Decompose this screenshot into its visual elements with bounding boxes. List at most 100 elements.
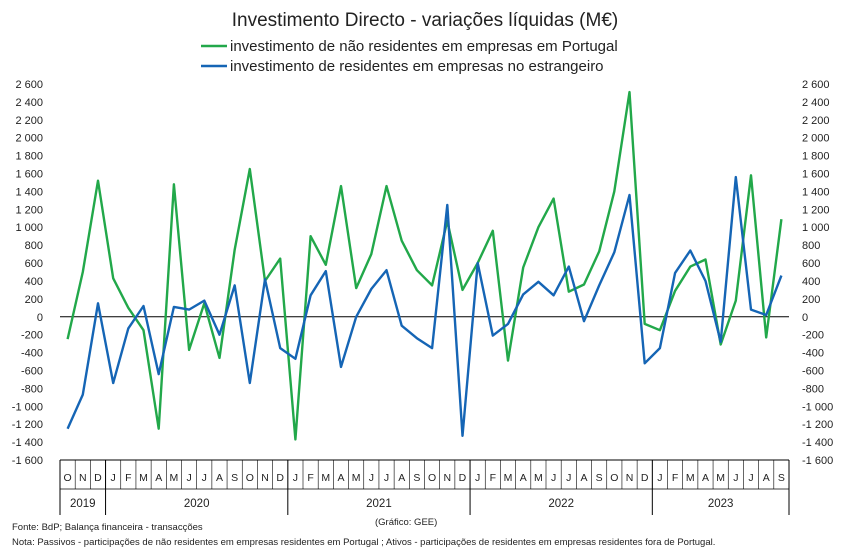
x-tick-label: N xyxy=(443,472,451,484)
x-tick-label: S xyxy=(413,472,420,484)
x-tick-label: M xyxy=(321,472,330,484)
y-tick-label-right: -600 xyxy=(802,365,824,377)
y-tick-label-right: 2 600 xyxy=(802,79,830,91)
x-tick-label: O xyxy=(428,472,436,484)
y-tick-label-right: 200 xyxy=(802,294,820,306)
y-tick-label-left: -1 000 xyxy=(12,401,43,413)
x-tick-label: S xyxy=(778,472,785,484)
x-tick-label: M xyxy=(716,472,725,484)
x-tick-label: S xyxy=(596,472,603,484)
y-tick-label-left: -800 xyxy=(21,383,43,395)
x-tick-label: N xyxy=(79,472,87,484)
y-tick-label-left: -400 xyxy=(21,348,43,360)
x-tick-label: O xyxy=(610,472,618,484)
x-tick-label: D xyxy=(459,472,467,484)
x-year-label: 2020 xyxy=(184,498,210,510)
x-tick-label: A xyxy=(337,472,344,484)
y-tick-label-left: -1 200 xyxy=(12,419,43,431)
right-y-axis-ticks: 2 600 2 400 2 200 2 000 1 800 1 600 1 400 1 200… xyxy=(802,79,833,467)
x-tick-label: A xyxy=(398,472,405,484)
y-tick-label-right: 1 400 xyxy=(802,186,830,198)
y-tick-label-right: 2 200 xyxy=(802,115,830,127)
y-tick-label-left: 1 200 xyxy=(15,204,43,216)
x-tick-label: A xyxy=(520,472,527,484)
x-tick-label: J xyxy=(551,472,556,484)
y-tick-label-right: 800 xyxy=(802,240,820,252)
y-tick-label-left: 2 000 xyxy=(15,133,43,145)
series-line-2 xyxy=(66,175,783,437)
x-tick-label: M xyxy=(170,472,179,484)
x-tick-label: N xyxy=(626,472,634,484)
x-tick-label: S xyxy=(231,472,238,484)
y-tick-label-right: 600 xyxy=(802,258,820,270)
y-tick-label-right: 2 400 xyxy=(802,97,830,109)
x-year-label: 2021 xyxy=(366,498,392,510)
x-tick-label: M xyxy=(139,472,148,484)
y-tick-label-left: 1 800 xyxy=(15,151,43,163)
y-tick-label-right: -800 xyxy=(802,383,824,395)
legend: investimento de não residentes em empres… xyxy=(201,38,618,75)
x-tick-label: F xyxy=(125,472,131,484)
x-tick-label: A xyxy=(216,472,223,484)
legend-label-series-2: investimento de residentes em empresas n… xyxy=(230,58,604,75)
left-y-axis-ticks: 2 600 2 400 2 200 2 000 1 800 1 600 1 400 1 200… xyxy=(12,79,43,467)
x-tick-label: J xyxy=(566,472,571,484)
y-tick-label-left: 2 400 xyxy=(15,97,43,109)
chart-title: Investimento Directo - variações líquida… xyxy=(232,10,618,31)
x-tick-label: F xyxy=(307,472,313,484)
x-tick-label: D xyxy=(641,472,649,484)
x-tick-label: O xyxy=(64,472,72,484)
x-tick-label: M xyxy=(534,472,543,484)
y-tick-label-right: 1 200 xyxy=(802,204,830,216)
x-tick-label: J xyxy=(186,472,191,484)
legend-label-series-1: investimento de não residentes em empres… xyxy=(230,38,618,55)
footnote-text: Nota: Passivos - participações de não re… xyxy=(12,537,715,548)
x-year-label: 2022 xyxy=(548,498,574,510)
series-line-1 xyxy=(66,90,783,441)
y-tick-label-right: 400 xyxy=(802,276,820,288)
x-tick-label: M xyxy=(352,472,361,484)
x-tick-label: A xyxy=(155,472,162,484)
y-tick-label-right: 0 xyxy=(802,312,808,324)
y-tick-label-left: 1 600 xyxy=(15,169,43,181)
x-tick-label: A xyxy=(763,472,770,484)
y-tick-label-left: 1 400 xyxy=(15,186,43,198)
x-tick-label: F xyxy=(490,472,496,484)
x-year-label: 2023 xyxy=(708,498,734,510)
x-tick-label: M xyxy=(504,472,513,484)
y-tick-label-left: 400 xyxy=(25,276,43,288)
y-tick-label-right: -1 200 xyxy=(802,419,833,431)
y-tick-label-left: 200 xyxy=(25,294,43,306)
x-tick-label: J xyxy=(475,472,480,484)
x-tick-label: D xyxy=(94,472,102,484)
x-tick-label: J xyxy=(733,472,738,484)
x-tick-label: F xyxy=(672,472,678,484)
y-tick-label-right: -1 600 xyxy=(802,455,833,467)
x-tick-label: A xyxy=(702,472,709,484)
y-tick-label-right: -1 000 xyxy=(802,401,833,413)
y-tick-label-right: 1 600 xyxy=(802,169,830,181)
y-tick-label-left: 800 xyxy=(25,240,43,252)
y-tick-label-left: 0 xyxy=(37,312,43,324)
x-tick-label: J xyxy=(111,472,116,484)
y-tick-label-right: 1 800 xyxy=(802,151,830,163)
y-tick-label-right: -200 xyxy=(802,330,824,342)
y-tick-label-left: 2 200 xyxy=(15,115,43,127)
y-tick-label-left: -1 400 xyxy=(12,437,43,449)
x-tick-label: J xyxy=(657,472,662,484)
y-tick-label-right: -1 400 xyxy=(802,437,833,449)
y-tick-label-right: 2 000 xyxy=(802,133,830,145)
x-tick-label: J xyxy=(369,472,374,484)
y-tick-label-left: 600 xyxy=(25,258,43,270)
x-tick-label: N xyxy=(261,472,269,484)
y-tick-label-left: -200 xyxy=(21,330,43,342)
source-text: Fonte: BdP; Balança financeira - transac… xyxy=(12,522,203,533)
y-tick-label-right: -400 xyxy=(802,348,824,360)
y-tick-label-left: 1 000 xyxy=(15,222,43,234)
x-tick-label: A xyxy=(580,472,587,484)
x-tick-label: O xyxy=(246,472,254,484)
x-tick-label: J xyxy=(293,472,298,484)
x-tick-label: J xyxy=(202,472,207,484)
